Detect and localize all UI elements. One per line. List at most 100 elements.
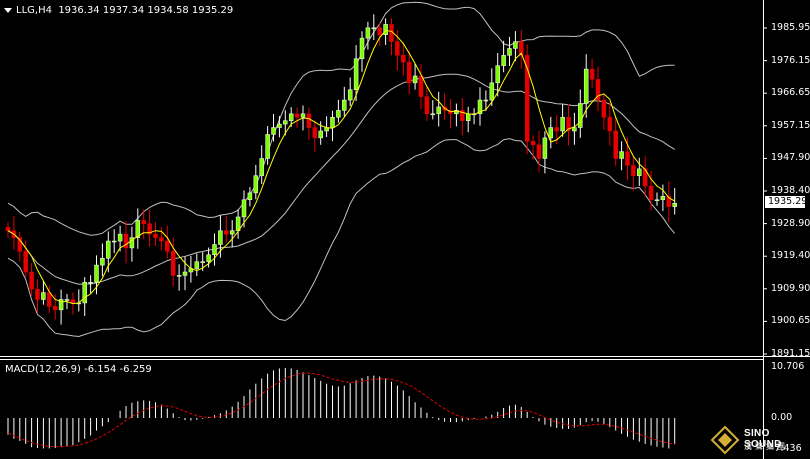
candle-body — [277, 123, 282, 128]
candle-body — [288, 113, 294, 121]
candle-body — [29, 271, 34, 290]
price-axis-ticks — [763, 27, 767, 355]
candle-body — [247, 192, 253, 201]
candle-body — [259, 158, 264, 176]
candle-body — [418, 75, 424, 97]
chart-header[interactable]: LLG,H4 1936.34 1937.34 1934.58 1935.29 — [4, 5, 233, 16]
candle-body — [123, 233, 129, 249]
candle-body — [100, 257, 105, 266]
candle-body — [52, 306, 58, 311]
candle-body — [648, 185, 654, 201]
candle-body — [176, 275, 182, 277]
candle-body — [318, 130, 323, 139]
candle-body — [5, 227, 11, 231]
candle-body — [306, 113, 312, 128]
moving-average — [7, 30, 675, 305]
candle-body — [47, 292, 52, 307]
candle-body — [88, 282, 93, 284]
ma-line — [7, 30, 675, 305]
price-tick-label: 1928.90 — [771, 217, 810, 229]
candle-body — [194, 261, 200, 269]
price-tick-label: 1919.40 — [771, 250, 810, 262]
price-tick-label: 1900.65 — [771, 315, 810, 327]
candle-body — [607, 116, 613, 132]
candle-body — [554, 127, 559, 132]
current-price-tag: 1935.29 — [765, 196, 807, 208]
candle-body — [654, 199, 660, 202]
candle-body — [377, 27, 382, 35]
candle-body — [170, 251, 176, 276]
candle-body — [117, 233, 123, 242]
candle-body — [224, 230, 229, 235]
price-tick-label: 1909.90 — [771, 282, 810, 294]
macd-tick-label: 0.00 — [771, 412, 793, 423]
candle-body — [383, 24, 388, 35]
candle-body — [560, 116, 565, 132]
candle-body — [637, 168, 642, 176]
candle-body — [135, 220, 141, 238]
candle-body — [129, 237, 135, 249]
candle-body — [460, 110, 465, 121]
candle-body — [424, 96, 430, 115]
candle-body — [430, 113, 436, 116]
candle-body — [23, 251, 28, 273]
price-tick-label: 1985.95 — [771, 22, 810, 33]
candle-body — [206, 254, 211, 262]
candle-body — [371, 27, 377, 30]
macd-tick-label: 10.706 — [771, 361, 805, 372]
candle-body — [513, 41, 518, 49]
candle-body — [94, 264, 99, 283]
candle-body — [300, 113, 306, 118]
price-tick-label: 1947.90 — [771, 152, 810, 164]
candle-body — [359, 37, 365, 60]
candle-body — [212, 244, 217, 256]
dropdown-triangle-icon[interactable] — [4, 7, 12, 13]
price-tick-label: 1966.65 — [771, 87, 810, 99]
candle-body — [265, 134, 270, 159]
candle-body — [35, 288, 40, 300]
candle-body — [566, 116, 571, 132]
candle-body — [666, 196, 672, 207]
candle-body — [218, 230, 223, 245]
candle-body — [159, 237, 164, 242]
candle-body — [412, 75, 418, 84]
candle-body — [454, 110, 459, 115]
candle-body — [613, 130, 618, 159]
candle-body — [64, 299, 70, 301]
candle-body — [519, 41, 524, 56]
candle-body — [631, 165, 636, 176]
candle-body — [465, 113, 471, 121]
candle-body — [253, 175, 259, 194]
middle-band — [7, 73, 675, 285]
candle-body — [536, 144, 542, 159]
candle-body — [283, 120, 288, 125]
candle-body — [436, 106, 441, 115]
sino-sound-logo: SINO SOUND 漢聲集團 — [710, 424, 802, 456]
bollinger-bands — [7, 1, 676, 338]
candle-body — [495, 65, 500, 84]
candle-body — [342, 99, 347, 111]
logo-chinese: 漢聲集團 — [744, 442, 788, 451]
signal-line — [7, 372, 675, 448]
price-tick-label: 1957.15 — [771, 119, 810, 131]
candle-body — [501, 55, 506, 66]
macd-tick-label: -7.436 — [771, 443, 802, 454]
candle-body — [347, 89, 353, 101]
macd-signal-line — [7, 372, 675, 448]
candle-body — [111, 240, 117, 243]
candle-body — [17, 237, 23, 252]
candle-body — [524, 55, 530, 142]
candle-body — [477, 99, 483, 115]
candle-body — [241, 199, 247, 218]
candlesticks — [5, 14, 677, 325]
candle-body — [395, 41, 400, 56]
candle-body — [507, 48, 512, 56]
candle-body — [330, 116, 335, 128]
macd-label: MACD(12,26,9) -6.154 -6.259 — [5, 364, 152, 375]
candle-body — [595, 79, 601, 101]
candle-body — [572, 127, 577, 132]
logo-emblem-icon — [710, 425, 740, 455]
candle-body — [353, 58, 359, 90]
